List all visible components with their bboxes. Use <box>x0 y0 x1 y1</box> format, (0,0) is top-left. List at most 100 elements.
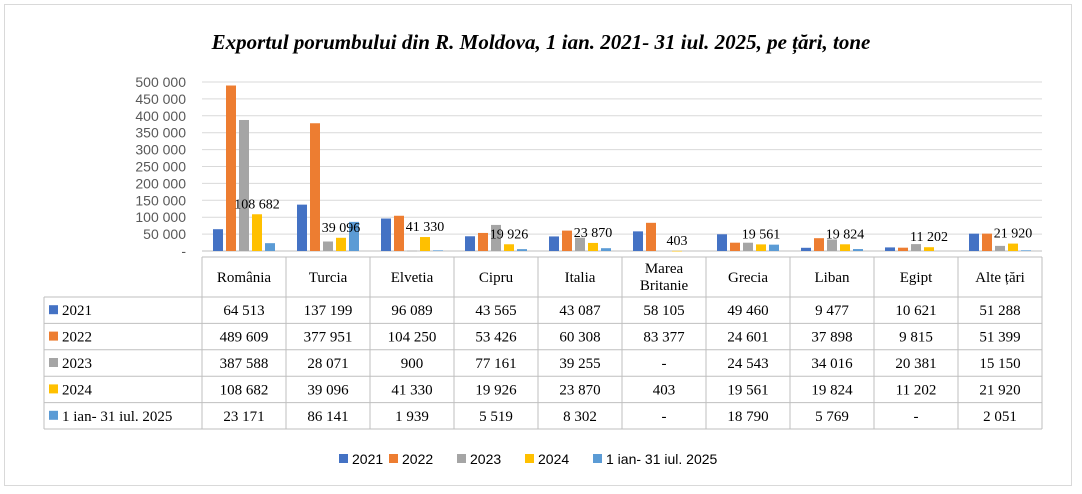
category-label: Britanie <box>640 278 689 294</box>
table-cell: 19 561 <box>727 382 768 398</box>
data-label: 19 926 <box>490 227 529 242</box>
y-tick-label: - <box>181 243 186 259</box>
bar <box>349 221 359 251</box>
bar <box>853 249 863 251</box>
legend-label: 2024 <box>538 451 569 467</box>
table-row-header: 1 ian- 31 iul. 2025 <box>62 409 172 425</box>
table-cell: 58 105 <box>643 303 684 319</box>
bar <box>420 237 430 251</box>
category-label: Elvetia <box>391 270 434 286</box>
y-tick-label: 500 000 <box>135 74 186 90</box>
legend-key <box>525 454 534 463</box>
table-cell: 64 513 <box>223 303 264 319</box>
table-cell: - <box>914 409 919 425</box>
bar <box>1008 243 1018 251</box>
table-cell: 900 <box>401 356 424 372</box>
bar <box>982 233 992 251</box>
table-cell: 43 565 <box>475 303 516 319</box>
bar <box>756 244 766 251</box>
table-cell: 1 939 <box>395 409 429 425</box>
bar <box>601 248 611 251</box>
table-cell: 86 141 <box>307 409 348 425</box>
table-cell: 28 071 <box>307 356 348 372</box>
bar <box>633 231 643 251</box>
table-legend-key <box>49 410 58 420</box>
table-cell: 377 951 <box>304 330 353 346</box>
bar <box>911 244 921 251</box>
table-cell: 43 087 <box>559 303 601 319</box>
table-cell: 18 790 <box>727 409 768 425</box>
table-cell: 24 543 <box>727 356 768 372</box>
table-cell: 15 150 <box>979 356 1020 372</box>
table-cell: - <box>662 356 667 372</box>
bar <box>407 250 417 252</box>
bar <box>717 234 727 251</box>
y-tick-label: 150 000 <box>135 192 186 208</box>
category-label: Marea <box>645 261 684 277</box>
bar <box>517 249 527 251</box>
bar <box>213 229 223 251</box>
legend-label: 2023 <box>470 451 501 467</box>
table-cell: 77 161 <box>475 356 516 372</box>
y-tick-label: 100 000 <box>135 209 186 225</box>
data-label: 108 682 <box>234 197 280 212</box>
table-row-header: 2022 <box>62 330 92 346</box>
category-label: Italia <box>565 270 596 286</box>
table-cell: 37 898 <box>811 330 852 346</box>
bar <box>265 243 275 251</box>
bar <box>646 222 656 251</box>
bar <box>310 123 320 251</box>
legend-key <box>457 454 466 463</box>
table-cell: 2 051 <box>983 409 1017 425</box>
bar <box>297 204 307 251</box>
y-tick-label: 300 000 <box>135 142 186 158</box>
bar <box>575 237 585 251</box>
table-cell: 39 096 <box>307 382 349 398</box>
bar <box>769 244 779 251</box>
bar <box>814 238 824 251</box>
table-legend-key <box>49 331 58 341</box>
table-cell: 83 377 <box>643 330 685 346</box>
table-cell: 49 460 <box>727 303 768 319</box>
table-cell: 8 302 <box>563 409 597 425</box>
bar <box>840 244 850 251</box>
category-label: Turcia <box>309 270 348 286</box>
data-label: 19 824 <box>826 227 865 242</box>
table-legend-key <box>49 384 58 394</box>
table-cell: 51 399 <box>979 330 1020 346</box>
data-label: 39 096 <box>322 221 361 236</box>
table-cell: 53 426 <box>475 330 517 346</box>
table-cell: 96 089 <box>391 303 432 319</box>
table-cell: 23 870 <box>559 382 600 398</box>
bar <box>491 224 501 251</box>
category-label: Cipru <box>479 270 514 286</box>
bar <box>588 242 598 251</box>
table-row-header: 2024 <box>62 382 93 398</box>
y-tick-label: 450 000 <box>135 91 186 107</box>
table-cell: 108 682 <box>220 382 269 398</box>
category-label: Grecia <box>728 270 768 286</box>
data-label: 21 920 <box>994 227 1033 242</box>
bar <box>478 232 488 251</box>
table-cell: 60 308 <box>559 330 600 346</box>
table-legend-key <box>49 358 58 367</box>
table-cell: 41 330 <box>391 382 432 398</box>
legend-label: 1 ian- 31 iul. 2025 <box>606 451 718 467</box>
data-label: 41 330 <box>406 220 445 235</box>
category-label: Alte țări <box>975 270 1025 286</box>
table-cell: 5 769 <box>815 409 849 425</box>
chart-title: Exportul porumbului din R. Moldova, 1 ia… <box>211 30 871 54</box>
table-cell: 19 824 <box>811 382 853 398</box>
data-label: 403 <box>667 234 688 249</box>
category-label: Egipt <box>900 270 933 286</box>
bar <box>381 218 391 251</box>
bar <box>336 237 346 251</box>
bar <box>394 215 404 251</box>
bar <box>433 250 443 251</box>
table-cell: 34 016 <box>811 356 853 372</box>
table-cell: 137 199 <box>304 303 353 319</box>
data-label: 11 202 <box>910 230 948 245</box>
table-cell: 39 255 <box>559 356 600 372</box>
category-label: Liban <box>815 270 850 286</box>
